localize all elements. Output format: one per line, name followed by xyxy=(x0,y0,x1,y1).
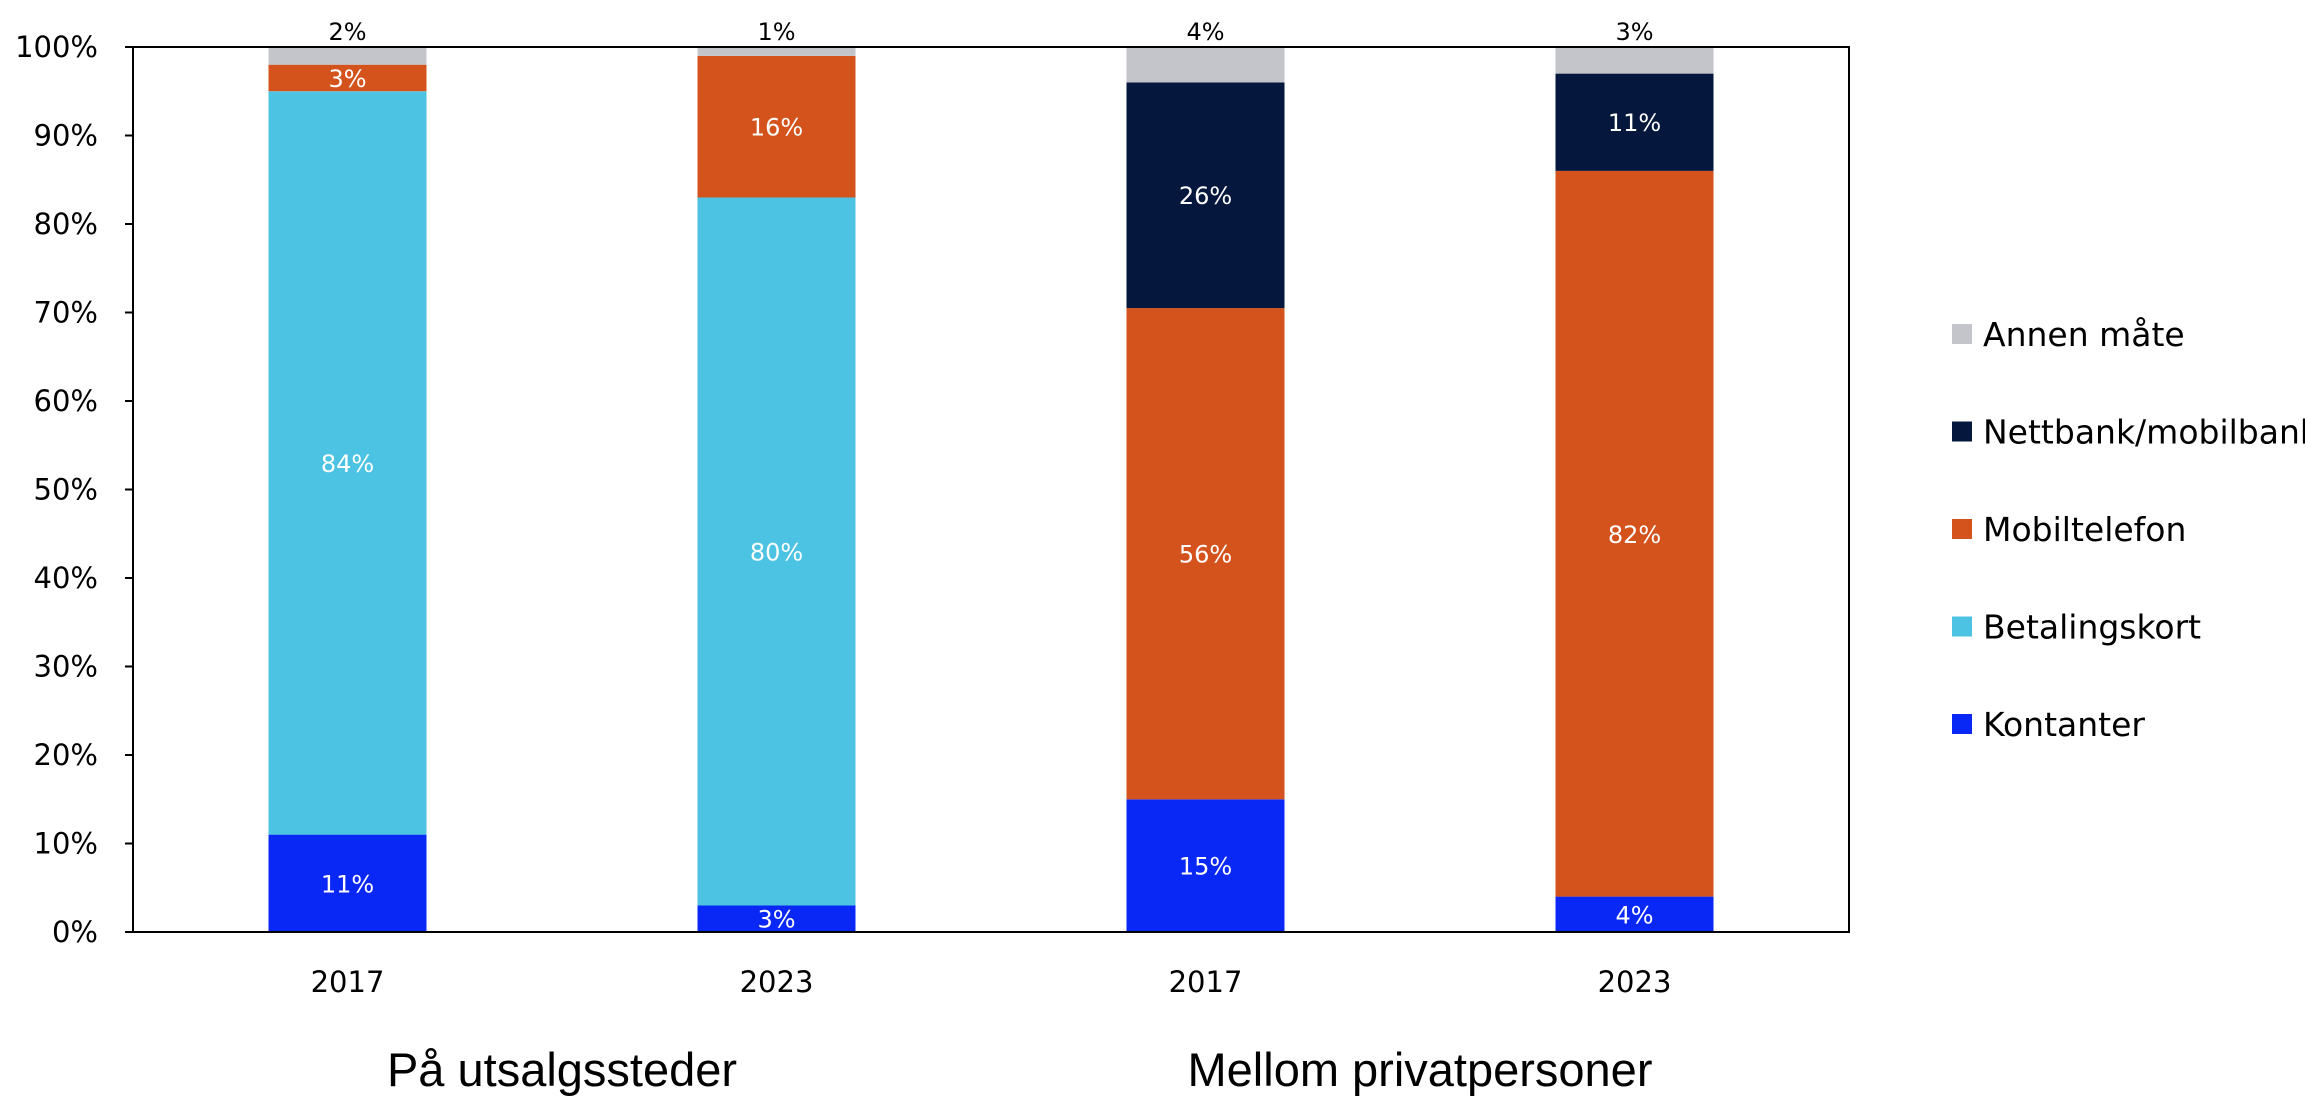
bar-segment-nettbank-mobilbank xyxy=(1126,82,1285,309)
data-label-mobiltelefon: 16% xyxy=(750,114,803,142)
data-label-kontanter: 3% xyxy=(757,906,795,934)
y-tick-label: 50% xyxy=(34,473,98,507)
x-category-label: 2023 xyxy=(740,965,814,999)
bar-segment-annen-m-te xyxy=(268,47,427,65)
data-label-kontanter: 15% xyxy=(1179,853,1232,881)
data-label-annen-m-te: 2% xyxy=(328,18,366,46)
y-tick-label: 60% xyxy=(34,384,98,418)
y-tick-label: 30% xyxy=(34,650,98,684)
group-label: På utsalgssteder xyxy=(387,1043,737,1096)
bar-segment-betalingskort xyxy=(268,91,427,835)
bar-segment-kontanter xyxy=(1126,799,1285,933)
data-label-mobiltelefon: 56% xyxy=(1179,541,1232,569)
legend-swatch-mobiltelefon xyxy=(1952,519,1972,539)
y-axis: 0% 10% 20% 30% 40% 50% 60% 70% 80% 90% 100% xyxy=(15,30,133,949)
data-label-annen-m-te: 3% xyxy=(1615,18,1653,46)
y-tick-label: 10% xyxy=(34,827,98,861)
x-category-label: 2023 xyxy=(1598,965,1672,999)
data-label-kontanter: 4% xyxy=(1615,901,1653,929)
bar-segment-mobiltelefon xyxy=(1555,170,1714,897)
y-tick-label: 90% xyxy=(34,119,98,153)
bar-segment-kontanter xyxy=(268,834,427,932)
bar-segment-betalingskort xyxy=(697,197,856,906)
legend-label-annen-m-te: Annen måte xyxy=(1983,315,2185,354)
y-tick-label: 70% xyxy=(34,296,98,330)
y-tick-label: 80% xyxy=(34,207,98,241)
y-tick-label: 40% xyxy=(34,561,98,595)
data-label-annen-m-te: 4% xyxy=(1186,18,1224,46)
group-labels: På utsalgssteder Mellom privatpersoner xyxy=(387,1043,1653,1096)
data-label-nettbank-mobilbank: 11% xyxy=(1608,109,1661,137)
bars-layer: 11% 3% 15% 4% 84% 80% 3% 16% 56% 82% 26% 11% 2% 1% 4% 3… xyxy=(268,18,1714,934)
bar-segment-mobiltelefon xyxy=(1126,308,1285,800)
bar-segment-mobiltelefon xyxy=(697,55,856,198)
data-label-mobiltelefon: 3% xyxy=(328,65,366,93)
x-category-label: 2017 xyxy=(311,965,385,999)
data-label-annen-m-te: 1% xyxy=(757,18,795,46)
legend-swatch-betalingskort xyxy=(1952,616,1972,637)
legend: Annen måte Nettbank/mobilbank Mobiltelefon… xyxy=(1952,315,2305,744)
x-axis: 2017 2023 2017 2023 xyxy=(311,965,1672,999)
group-label: Mellom privatpersoner xyxy=(1188,1043,1653,1096)
bar-segment-annen-m-te xyxy=(1555,47,1714,74)
data-label-kontanter: 11% xyxy=(321,870,374,898)
data-label-betalingskort: 80% xyxy=(750,539,803,567)
bar-segment-kontanter xyxy=(697,905,856,932)
y-tick-label: 100% xyxy=(15,30,98,64)
data-label-nettbank-mobilbank: 26% xyxy=(1179,182,1232,210)
x-category-label: 2017 xyxy=(1169,965,1243,999)
legend-label-nettbank-mobilbank: Nettbank/mobilbank xyxy=(1983,413,2305,452)
legend-swatch-nettbank-mobilbank xyxy=(1952,421,1972,442)
legend-label-betalingskort: Betalingskort xyxy=(1983,608,2201,647)
bar-segment-kontanter xyxy=(1555,896,1714,932)
bar-segment-annen-m-te xyxy=(1126,47,1285,83)
bar-segment-nettbank-mobilbank xyxy=(1555,73,1714,171)
data-label-mobiltelefon: 82% xyxy=(1608,521,1661,549)
y-tick-label: 20% xyxy=(34,738,98,772)
legend-label-mobiltelefon: Mobiltelefon xyxy=(1983,510,2186,549)
bar-segment-mobiltelefon xyxy=(268,64,427,92)
y-tick-label: 0% xyxy=(52,915,98,949)
legend-label-kontanter: Kontanter xyxy=(1983,705,2145,744)
data-label-betalingskort: 84% xyxy=(321,450,374,478)
legend-swatch-annen-m-te xyxy=(1952,324,1972,344)
legend-swatch-kontanter xyxy=(1952,714,1972,734)
bar-segment-annen-m-te xyxy=(697,47,856,56)
